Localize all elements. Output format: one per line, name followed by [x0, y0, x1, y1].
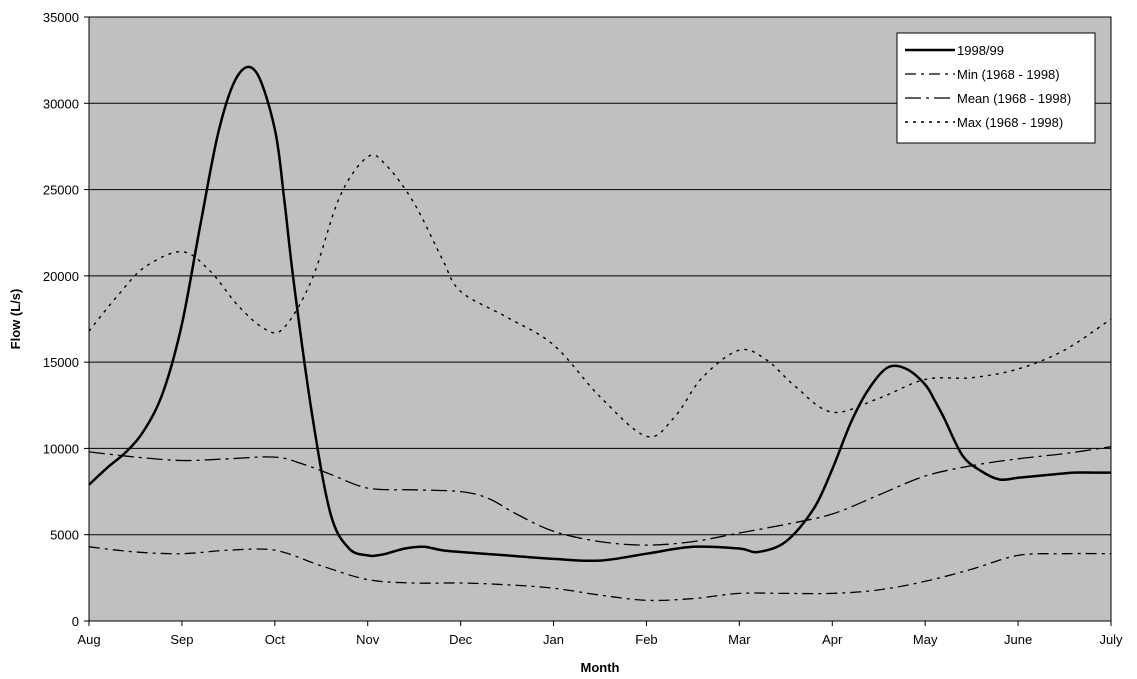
legend-label-mean-1968-1998: Mean (1968 - 1998) [957, 91, 1071, 106]
x-tick-label-apr: Apr [822, 632, 843, 647]
series-line-min-1968-1998 [88, 546, 1112, 602]
x-tick-label-nov: Nov [356, 632, 380, 647]
x-tick-label-sep: Sep [170, 632, 193, 647]
x-tick-label-dec: Dec [449, 632, 473, 647]
axes [88, 16, 1112, 622]
x-tick-label-feb: Feb [635, 632, 657, 647]
y-axis-title: Flow (L/s) [8, 289, 23, 350]
x-tick-label-mar: Mar [728, 632, 751, 647]
x-axis-title: Month [581, 660, 620, 675]
legend-label-max-1968-1998: Max (1968 - 1998) [957, 115, 1063, 130]
series-group [88, 65, 1112, 602]
y-tick-label-25000: 25000 [43, 183, 79, 198]
y-tick-label-5000: 5000 [50, 528, 79, 543]
legend-box [896, 32, 1096, 144]
y-tick-label-35000: 35000 [43, 10, 79, 25]
y-tick-labels: 0 5000 10000 15000 20000 25000 30000 35000 [43, 10, 89, 629]
x-tick-label-oct: Oct [265, 632, 286, 647]
y-tick-label-30000: 30000 [43, 96, 79, 111]
x-tick-label-aug: Aug [77, 632, 100, 647]
legend: 1998/99 Min (1968 - 1998) Mean (1968 - 199… [896, 32, 1096, 144]
y-tick-label-15000: 15000 [43, 355, 79, 370]
series-line-mean-1968-1998 [88, 446, 1112, 546]
x-tick-labels: Aug Sep Oct Nov Dec Jan Feb Mar Apr May June July [77, 621, 1123, 647]
x-tick-label-june: June [1004, 632, 1032, 647]
legend-label-min-1968-1998: Min (1968 - 1998) [957, 67, 1060, 82]
x-tick-label-jan: Jan [543, 632, 564, 647]
y-tick-label-10000: 10000 [43, 441, 79, 456]
series-line-1998-99 [88, 65, 1111, 563]
y-tick-label-20000: 20000 [43, 269, 79, 284]
legend-label-1998-99: 1998/99 [957, 43, 1004, 58]
plot-frame [88, 16, 1112, 622]
y-tick-label-0: 0 [72, 614, 79, 629]
x-tick-label-july: July [1099, 632, 1123, 647]
x-tick-label-may: May [913, 632, 938, 647]
